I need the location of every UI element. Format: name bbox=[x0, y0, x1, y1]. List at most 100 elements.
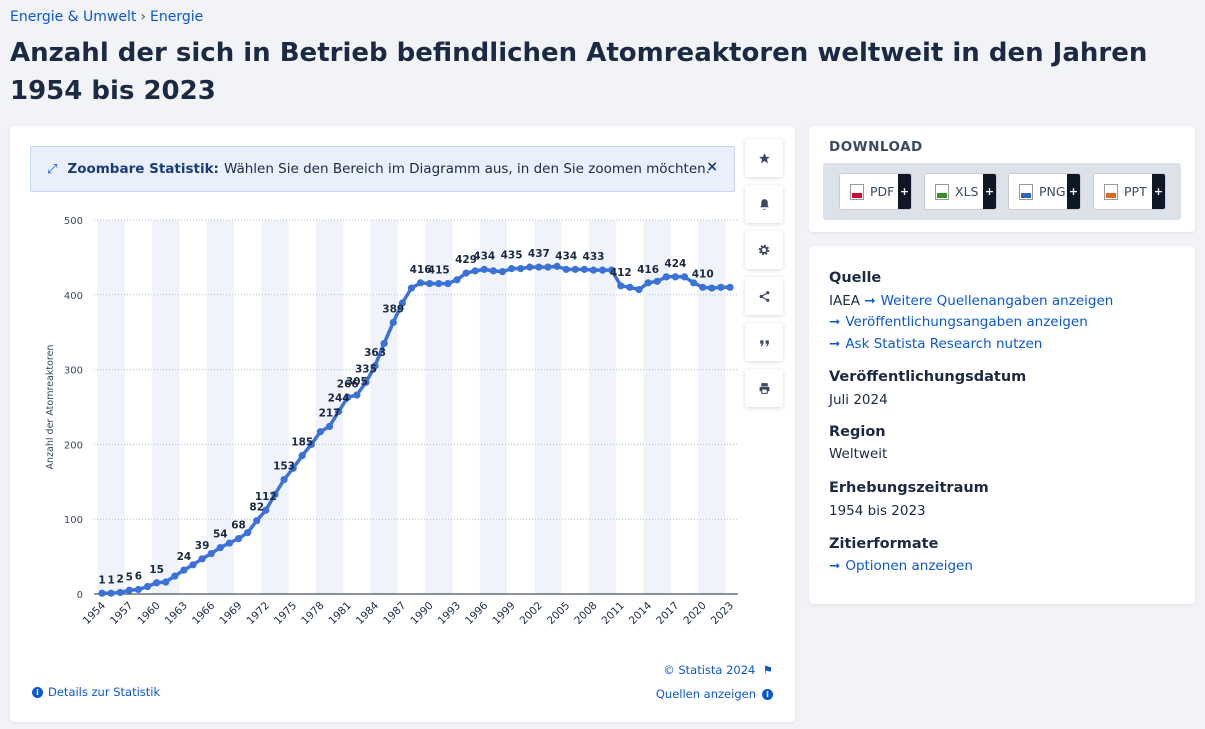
data-point bbox=[153, 579, 161, 587]
quote-icon[interactable] bbox=[745, 323, 783, 361]
data-label: 266 bbox=[337, 378, 359, 390]
download-ppt-label: PPT bbox=[1124, 184, 1147, 199]
cite-options-link[interactable]: ➞ Optionen anzeigen bbox=[829, 558, 973, 574]
x-tick-label: 1963 bbox=[163, 600, 190, 627]
data-label: 24 bbox=[177, 551, 192, 563]
data-point bbox=[389, 318, 397, 327]
x-tick-label: 1996 bbox=[463, 599, 491, 627]
data-point bbox=[689, 279, 698, 287]
details-link[interactable]: i Details zur Statistik bbox=[32, 685, 160, 699]
data-point bbox=[544, 263, 552, 271]
x-tick-label: 1987 bbox=[381, 600, 408, 627]
data-label: 389 bbox=[382, 303, 404, 315]
breadcrumb-separator: › bbox=[140, 9, 146, 25]
x-tick-label: 1972 bbox=[245, 600, 272, 627]
download-card: DOWNLOAD PDF + XLS + PNG + PPT + bbox=[809, 126, 1195, 232]
x-tick-label: 1954 bbox=[81, 599, 109, 627]
data-point bbox=[125, 586, 133, 594]
data-label: 68 bbox=[231, 520, 246, 532]
data-point bbox=[362, 378, 370, 386]
data-point bbox=[598, 266, 607, 274]
data-point bbox=[589, 266, 598, 274]
data-point bbox=[644, 279, 652, 287]
data-point bbox=[407, 284, 416, 292]
source-row: IAEA ➞ Weitere Quellenangaben anzeigen bbox=[829, 293, 1113, 309]
data-point bbox=[717, 283, 725, 291]
download-title: DOWNLOAD bbox=[829, 139, 923, 155]
print-icon[interactable] bbox=[745, 369, 783, 407]
data-point bbox=[453, 276, 461, 284]
data-point bbox=[662, 273, 670, 281]
x-tick-label: 1981 bbox=[326, 600, 353, 627]
data-point bbox=[380, 339, 388, 348]
breadcrumb-current-link[interactable]: Energie bbox=[150, 9, 204, 25]
data-label: 39 bbox=[195, 540, 210, 552]
chart-band bbox=[370, 220, 398, 594]
data-point bbox=[553, 262, 561, 270]
download-png-button[interactable]: PNG + bbox=[1008, 173, 1081, 210]
data-point bbox=[307, 440, 315, 448]
download-ppt-button[interactable]: PPT + bbox=[1093, 173, 1166, 210]
expand-icon: ⤢ bbox=[47, 161, 58, 177]
data-point bbox=[353, 391, 361, 399]
download-pdf-button[interactable]: PDF + bbox=[839, 173, 912, 210]
data-point bbox=[244, 529, 252, 537]
x-tick-label: 1960 bbox=[135, 600, 162, 627]
data-point bbox=[253, 517, 261, 525]
source-value: IAEA bbox=[829, 293, 860, 309]
data-point bbox=[635, 285, 643, 294]
pubdate-heading: Veröffentlichungsdatum bbox=[829, 369, 1027, 385]
data-point bbox=[435, 279, 443, 288]
data-label: 416 bbox=[637, 264, 659, 276]
x-tick-label: 1978 bbox=[299, 600, 326, 627]
chart-band bbox=[261, 220, 289, 594]
line-chart[interactable]: 0 100 200 300 400 500 Anzahl der Atomreaktoren… bbox=[10, 196, 740, 666]
data-label: 434 bbox=[555, 250, 577, 262]
chart-band bbox=[315, 220, 344, 594]
publication-info-link[interactable]: ➞ Veröffentlichungsangaben anzeigen bbox=[829, 314, 1088, 330]
star-icon[interactable] bbox=[745, 139, 783, 177]
pubdate-value: Juli 2024 bbox=[829, 392, 888, 408]
research-link[interactable]: ➞ Ask Statista Research nutzen bbox=[829, 336, 1042, 352]
data-label: 424 bbox=[664, 258, 686, 270]
data-point bbox=[708, 284, 716, 292]
xls-file-icon bbox=[935, 183, 949, 200]
arrow-right-icon: ➞ bbox=[829, 314, 841, 330]
data-point bbox=[198, 555, 206, 563]
data-label: 1 bbox=[98, 574, 105, 586]
gear-icon[interactable] bbox=[745, 231, 783, 269]
zoom-banner-close-button[interactable]: × bbox=[706, 159, 718, 175]
zoom-banner-title: Zoombare Statistik: bbox=[67, 161, 219, 177]
sources-link[interactable]: Quellen anzeigen i bbox=[656, 687, 773, 701]
download-pdf-label: PDF bbox=[870, 184, 895, 199]
data-point bbox=[580, 265, 588, 273]
copyright-link[interactable]: © Statista 2024 ⚑ bbox=[663, 663, 773, 677]
more-sources-link[interactable]: Weitere Quellenangaben anzeigen bbox=[880, 293, 1114, 309]
x-tick-label: 1969 bbox=[217, 600, 244, 627]
period-value: 1954 bis 2023 bbox=[829, 503, 926, 519]
data-point bbox=[234, 535, 243, 543]
y-tick-label: 0 bbox=[77, 590, 83, 601]
data-point bbox=[471, 267, 479, 275]
data-point bbox=[462, 269, 470, 277]
bell-icon[interactable] bbox=[745, 185, 783, 223]
share-icon[interactable] bbox=[745, 277, 783, 315]
breadcrumb-parent-link[interactable]: Energie & Umwelt bbox=[10, 9, 137, 25]
download-xls-button[interactable]: XLS + bbox=[924, 173, 997, 210]
data-point bbox=[416, 279, 425, 287]
ppt-file-icon-mark bbox=[1106, 192, 1116, 198]
data-point bbox=[526, 263, 534, 271]
x-tick-label: 1999 bbox=[490, 600, 517, 627]
info-card: Quelle IAEA ➞ Weitere Quellenangaben anze… bbox=[809, 246, 1195, 604]
data-point bbox=[143, 582, 152, 591]
publication-info-label: Veröffentlichungsangaben anzeigen bbox=[845, 314, 1088, 330]
data-point bbox=[325, 422, 334, 431]
data-label: 363 bbox=[364, 347, 386, 359]
data-point bbox=[699, 283, 707, 291]
x-tick-label: 2005 bbox=[545, 600, 572, 627]
data-point bbox=[335, 407, 343, 416]
arrow-right-icon: ➞ bbox=[859, 293, 876, 309]
data-label: 6 bbox=[135, 571, 142, 583]
data-point bbox=[444, 279, 452, 288]
info-icon: i bbox=[32, 686, 43, 698]
